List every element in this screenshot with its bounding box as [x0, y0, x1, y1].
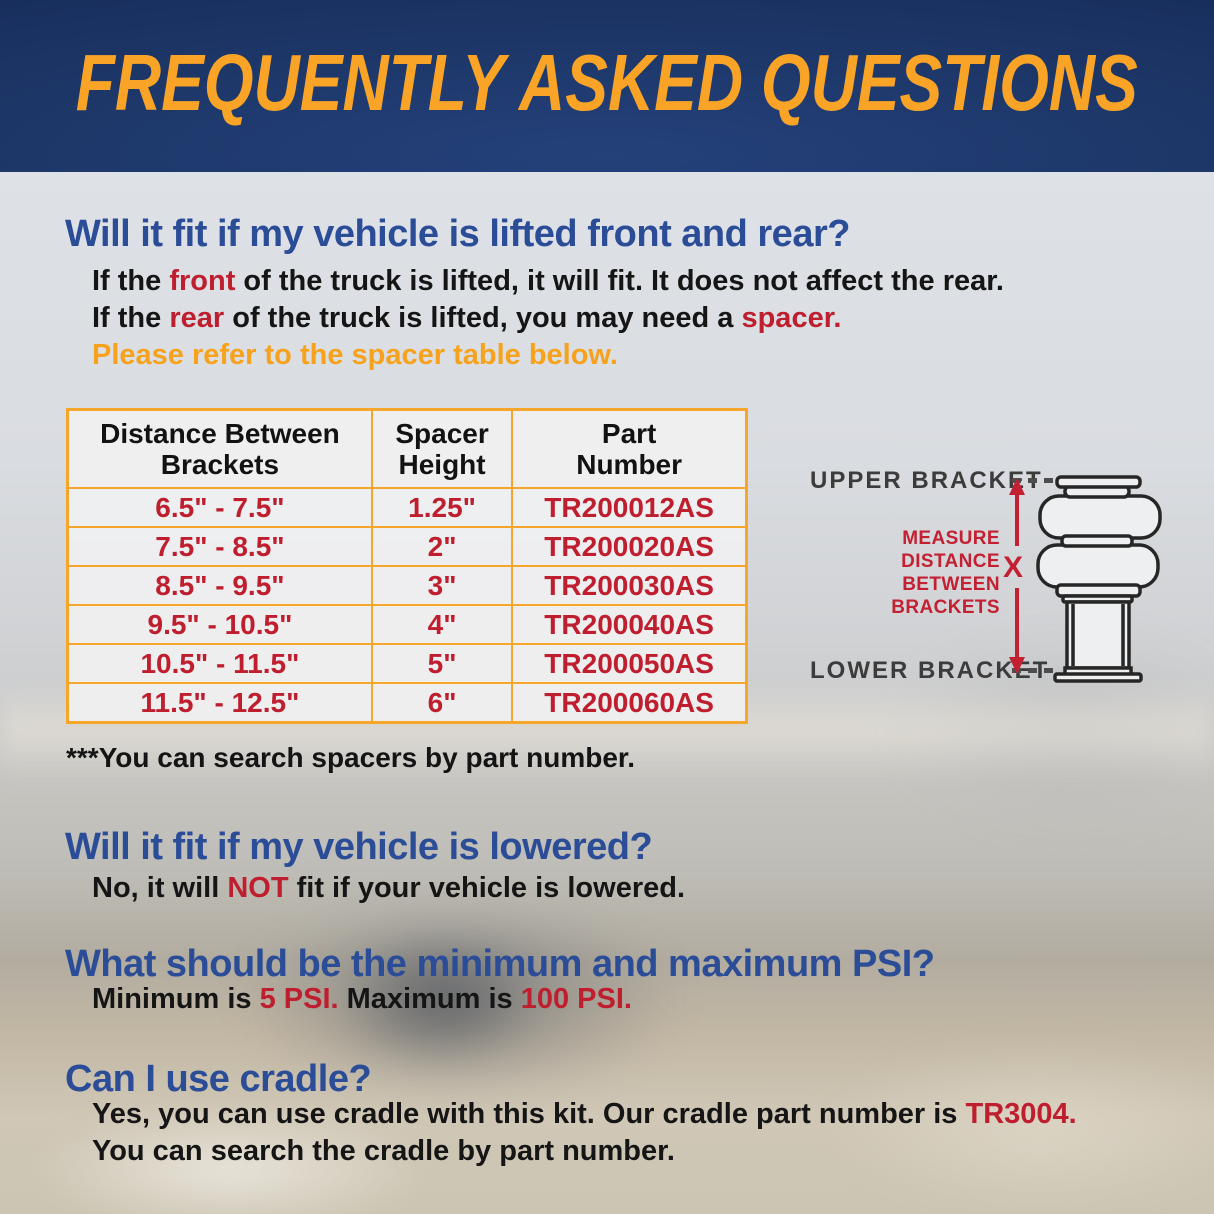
table-cell-height: 3"	[370, 565, 514, 606]
lower-bracket-label: LOWER BRACKET	[810, 657, 1050, 684]
measure-line: MEASURE	[902, 528, 1000, 549]
table-cell-part: TR200040AS	[511, 604, 748, 645]
table-cell-height: 6"	[370, 682, 514, 724]
table-cell-distance: 11.5" - 12.5"	[66, 682, 373, 724]
answer-lifted-line2: If the rear of the truck is lifted, you …	[92, 302, 841, 335]
air-spring-diagram-icon	[1036, 475, 1162, 683]
answer-lifted-line3: Please refer to the spacer table below.	[92, 339, 618, 371]
answer-highlight-spacer: spacer.	[741, 302, 842, 334]
spacer-table-head: Distance Between Brackets Spacer Height …	[66, 408, 748, 489]
answer-highlight-not: NOT	[227, 872, 289, 904]
question-cradle: Can I use cradle?	[65, 1058, 372, 1100]
answer-text: If the	[92, 302, 170, 334]
answer-highlight-front: front	[169, 265, 236, 297]
upper-dashed-line	[1012, 478, 1058, 483]
answer-text: fit if your vehicle is lowered.	[288, 872, 686, 904]
lower-dashed-line	[1012, 668, 1058, 673]
table-cell-part: TR200020AS	[511, 526, 748, 567]
table-row: 8.5" - 9.5" 3" TR200030AS	[66, 565, 748, 606]
table-cell-distance: 6.5" - 7.5"	[66, 487, 373, 528]
header-distance: Distance Between Brackets	[66, 408, 373, 489]
measure-line: BRACKETS	[891, 597, 1000, 618]
table-row: 6.5" - 7.5" 1.25" TR200012AS	[66, 487, 748, 528]
answer-text: of the truck is lifted, you may need a	[224, 302, 742, 334]
table-cell-part: TR200030AS	[511, 565, 748, 606]
answer-highlight-max-psi: 100 PSI.	[520, 983, 632, 1015]
table-row: 9.5" - 10.5" 4" TR200040AS	[66, 604, 748, 645]
header-line: Part	[601, 418, 657, 449]
header-line: Brackets	[160, 449, 280, 480]
distance-x-label: X	[1003, 551, 1024, 584]
question-lowered: Will it fit if my vehicle is lowered?	[65, 826, 653, 868]
answer-text: Maximum is	[338, 983, 521, 1015]
measure-distance-label: MEASURE DISTANCE BETWEEN BRACKETS	[856, 527, 1000, 619]
header-line: Spacer	[395, 418, 489, 449]
answer-highlight-rear: rear	[169, 302, 225, 334]
question-lifted: Will it fit if my vehicle is lifted fron…	[65, 213, 850, 255]
table-row: 11.5" - 12.5" 6" TR200060AS	[66, 682, 748, 724]
upper-bracket-label: UPPER BRACKET	[810, 467, 1043, 494]
answer-text: If the	[92, 265, 170, 297]
header-line: Distance Between	[100, 418, 340, 449]
answer-text: Minimum is	[92, 983, 260, 1015]
header-line: Number	[576, 449, 683, 480]
measure-line: DISTANCE	[901, 551, 1000, 572]
table-cell-distance: 7.5" - 8.5"	[66, 526, 373, 567]
answer-highlight-cradle-part: TR3004.	[965, 1098, 1077, 1130]
table-row: 10.5" - 11.5" 5" TR200050AS	[66, 643, 748, 684]
answer-cradle-line2: You can search the cradle by part number…	[92, 1135, 675, 1167]
table-cell-height: 2"	[370, 526, 514, 567]
table-footnote: ***You can search spacers by part number…	[66, 742, 636, 773]
header-part-number: Part Number	[511, 408, 748, 489]
answer-text: Yes, you can use cradle with this kit. O…	[92, 1098, 966, 1130]
question-psi: What should be the minimum and maximum P…	[65, 943, 935, 985]
header-line: Height	[398, 449, 486, 480]
measure-line: BETWEEN	[902, 574, 1000, 595]
table-row: 7.5" - 8.5" 2" TR200020AS	[66, 526, 748, 567]
table-cell-height: 1.25"	[370, 487, 514, 528]
page-title: FREQUENTLY ASKED QUESTIONS	[75, 38, 1139, 127]
table-cell-height: 4"	[370, 604, 514, 645]
answer-highlight-min-psi: 5 PSI.	[259, 983, 339, 1015]
answer-psi: Minimum is 5 PSI. Maximum is 100 PSI.	[92, 983, 632, 1016]
table-cell-distance: 10.5" - 11.5"	[66, 643, 373, 684]
table-cell-height: 5"	[370, 643, 514, 684]
answer-lifted-line1: If the front of the truck is lifted, it …	[92, 265, 1004, 298]
spacer-table: Distance Between Brackets Spacer Height …	[66, 408, 748, 724]
table-header-row: Distance Between Brackets Spacer Height …	[66, 408, 748, 489]
table-cell-distance: 9.5" - 10.5"	[66, 604, 373, 645]
answer-lowered: No, it will NOT fit if your vehicle is l…	[92, 872, 685, 905]
measure-arrow-icon	[1009, 478, 1025, 674]
table-cell-part: TR200012AS	[511, 487, 748, 528]
table-cell-part: TR200050AS	[511, 643, 748, 684]
answer-text: of the truck is lifted, it will fit. It …	[235, 265, 1004, 297]
table-cell-part: TR200060AS	[511, 682, 748, 724]
answer-text: No, it will	[92, 872, 228, 904]
spacer-table-body: 6.5" - 7.5" 1.25" TR200012AS 7.5" - 8.5" 2" T…	[66, 487, 748, 724]
header-banner: FREQUENTLY ASKED QUESTIONS	[0, 0, 1214, 172]
answer-cradle-line1: Yes, you can use cradle with this kit. O…	[92, 1098, 1077, 1131]
header-spacer-height: Spacer Height	[370, 408, 514, 489]
table-cell-distance: 8.5" - 9.5"	[66, 565, 373, 606]
